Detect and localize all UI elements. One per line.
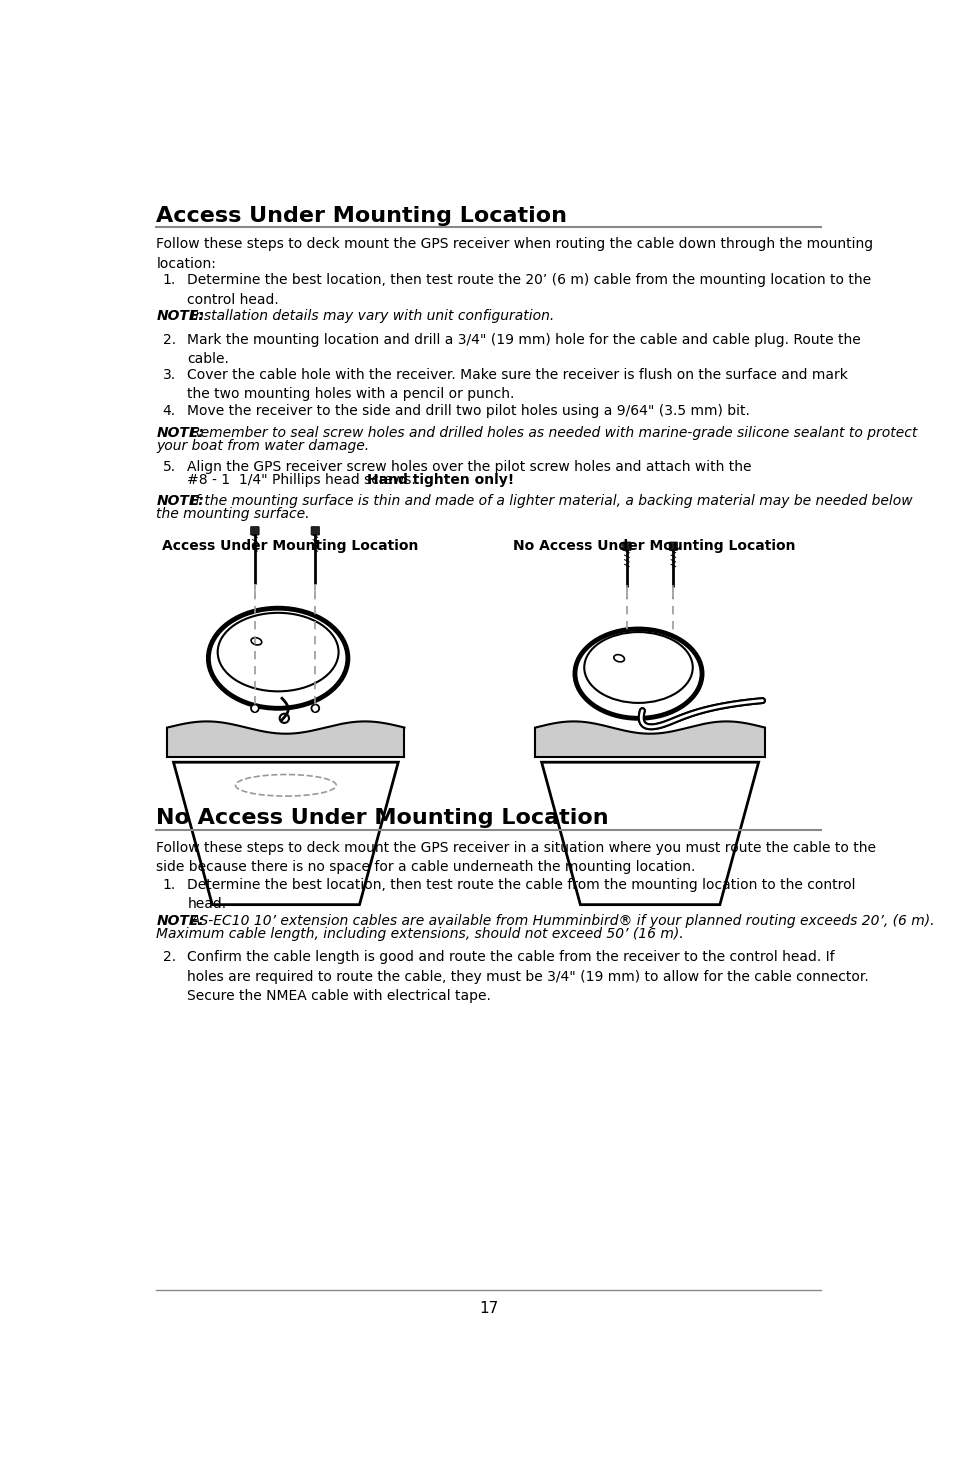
Text: 5.: 5.: [162, 460, 175, 475]
Text: the mounting surface.: the mounting surface.: [156, 506, 310, 521]
Text: 2.: 2.: [162, 950, 175, 965]
Ellipse shape: [613, 655, 624, 662]
Text: NOTE:: NOTE:: [156, 494, 204, 509]
Text: NOTE:: NOTE:: [156, 426, 204, 440]
Text: 17: 17: [478, 1301, 498, 1316]
Text: NOTE:: NOTE:: [156, 310, 204, 323]
Text: Remember to seal screw holes and drilled holes as needed with marine-grade silic: Remember to seal screw holes and drilled…: [191, 426, 916, 440]
Text: If the mounting surface is thin and made of a lighter material, a backing materi: If the mounting surface is thin and made…: [191, 494, 911, 509]
Circle shape: [311, 705, 319, 712]
Text: 4.: 4.: [162, 404, 175, 417]
Text: your boat from water damage.: your boat from water damage.: [156, 438, 369, 453]
Text: Maximum cable length, including extensions, should not exceed 50’ (16 m).: Maximum cable length, including extensio…: [156, 926, 683, 941]
Text: Confirm the cable length is good and route the cable from the receiver to the co: Confirm the cable length is good and rou…: [187, 950, 868, 1003]
Text: 1.: 1.: [162, 878, 175, 892]
Ellipse shape: [251, 637, 261, 645]
Ellipse shape: [208, 608, 348, 708]
Text: No Access Under Mounting Location: No Access Under Mounting Location: [156, 808, 608, 829]
Text: AS-EC10 10’ extension cables are available from Humminbird® if your planned rout: AS-EC10 10’ extension cables are availab…: [191, 914, 934, 928]
Text: Align the GPS receiver screw holes over the pilot screw holes and attach with th: Align the GPS receiver screw holes over …: [187, 460, 751, 475]
Text: Mark the mounting location and drill a 3/4" (19 mm) hole for the cable and cable: Mark the mounting location and drill a 3…: [187, 332, 861, 366]
Ellipse shape: [575, 628, 701, 718]
Ellipse shape: [583, 633, 692, 704]
Text: 3.: 3.: [162, 367, 175, 382]
Text: Cover the cable hole with the receiver. Make sure the receiver is flush on the s: Cover the cable hole with the receiver. …: [187, 367, 847, 401]
Polygon shape: [541, 763, 758, 904]
FancyBboxPatch shape: [251, 527, 259, 535]
Text: NOTE:: NOTE:: [156, 914, 204, 928]
Text: Access Under Mounting Location: Access Under Mounting Location: [156, 207, 567, 226]
Polygon shape: [173, 763, 397, 904]
FancyBboxPatch shape: [311, 527, 319, 535]
Text: Determine the best location, then test route the 20’ (6 m) cable from the mounti: Determine the best location, then test r…: [187, 273, 871, 307]
Text: Hand tighten only!: Hand tighten only!: [367, 472, 514, 487]
FancyBboxPatch shape: [622, 541, 631, 550]
Circle shape: [279, 714, 289, 723]
Text: Determine the best location, then test route the cable from the mounting locatio: Determine the best location, then test r…: [187, 878, 855, 912]
Text: 1.: 1.: [162, 273, 175, 288]
Text: Follow these steps to deck mount the GPS receiver when routing the cable down th: Follow these steps to deck mount the GPS…: [156, 237, 873, 270]
FancyBboxPatch shape: [668, 541, 677, 550]
Circle shape: [251, 705, 258, 712]
Polygon shape: [535, 721, 764, 757]
Text: Follow these steps to deck mount the GPS receiver in a situation where you must : Follow these steps to deck mount the GPS…: [156, 841, 876, 875]
Text: Installation details may vary with unit configuration.: Installation details may vary with unit …: [191, 310, 554, 323]
Text: #8 - 1  1/4" Phillips head screws.: #8 - 1 1/4" Phillips head screws.: [187, 472, 420, 487]
Ellipse shape: [217, 612, 338, 692]
Text: Access Under Mounting Location: Access Under Mounting Location: [161, 538, 417, 553]
Text: Move the receiver to the side and drill two pilot holes using a 9/64" (3.5 mm) b: Move the receiver to the side and drill …: [187, 404, 750, 417]
Polygon shape: [167, 721, 404, 757]
Text: No Access Under Mounting Location: No Access Under Mounting Location: [512, 538, 795, 553]
Text: 2.: 2.: [162, 332, 175, 347]
